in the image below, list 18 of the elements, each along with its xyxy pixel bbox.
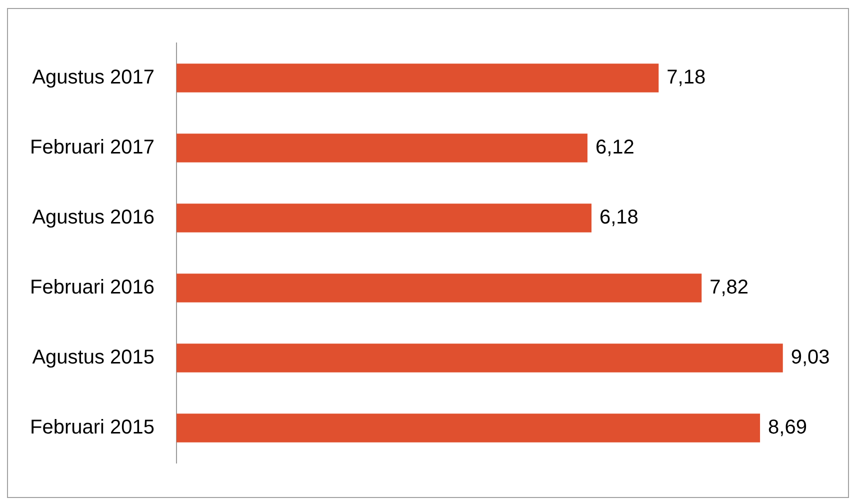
data-label: 6,12 bbox=[595, 136, 634, 159]
bar bbox=[176, 274, 702, 302]
bar bbox=[176, 204, 592, 232]
y-tick-label: Februari 2017 bbox=[30, 136, 155, 159]
y-tick-label: Februari 2015 bbox=[30, 416, 155, 439]
data-label: 7,18 bbox=[666, 66, 706, 89]
y-tick-label: Agustus 2015 bbox=[32, 346, 155, 369]
bar bbox=[176, 344, 783, 372]
data-label: 6,18 bbox=[599, 206, 638, 229]
y-tick-label: Februari 2016 bbox=[30, 276, 155, 299]
data-label: 7,82 bbox=[710, 276, 749, 299]
bar bbox=[176, 64, 659, 92]
y-tick-label: Agustus 2017 bbox=[32, 66, 155, 89]
bar bbox=[176, 414, 760, 442]
bar bbox=[176, 134, 588, 162]
data-label: 8,69 bbox=[768, 416, 807, 439]
data-label: 9,03 bbox=[790, 346, 830, 369]
y-tick-label: Agustus 2016 bbox=[32, 206, 155, 229]
